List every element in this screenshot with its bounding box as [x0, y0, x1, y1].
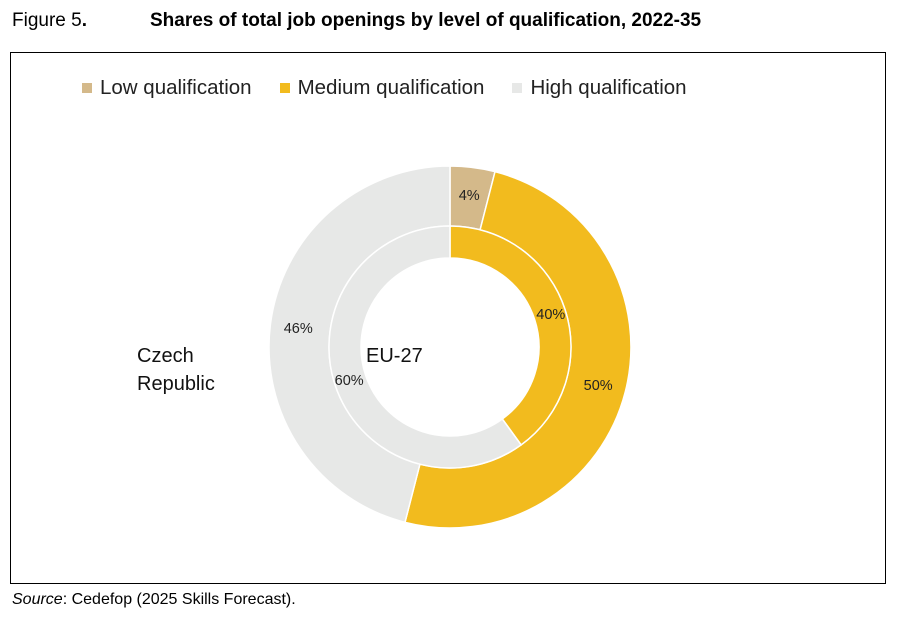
legend-item-high: High qualification	[512, 76, 687, 100]
figure-header: Figure 5. Shares of total job openings by…	[12, 10, 701, 32]
outer-label-high: 46%	[284, 321, 313, 337]
legend-item-low: Low qualification	[82, 76, 252, 100]
inner-label-medium: 40%	[536, 307, 565, 323]
legend-swatch-medium	[279, 83, 290, 93]
inner-slice-medium	[449, 225, 572, 446]
series-label-outer-line2: Republic	[137, 373, 215, 395]
series-label-outer-line1: Czech	[137, 345, 194, 367]
legend-label-medium: Medium qualification	[297, 76, 485, 99]
figure-label: Figure 5.	[12, 10, 87, 31]
legend-label-high: High qualification	[530, 76, 687, 99]
outer-label-medium: 50%	[584, 378, 613, 394]
inner-label-high: 60%	[335, 373, 364, 389]
outer-label-low: 4%	[459, 188, 480, 204]
legend-label-low: Low qualification	[100, 76, 252, 99]
chart-title: Shares of total job openings by level of…	[150, 10, 702, 31]
legend-swatch-low	[82, 83, 92, 93]
inner-slice-high	[328, 225, 523, 469]
chart-frame	[10, 52, 886, 584]
legend-item-medium: Medium qualification	[279, 76, 485, 100]
series-label-inner: EU-27	[366, 345, 423, 367]
source-note: Source: Cedefop (2025 Skills Forecast).	[12, 591, 296, 608]
chart-legend: Low qualification Medium qualification H…	[82, 76, 687, 100]
legend-swatch-high	[512, 83, 523, 93]
